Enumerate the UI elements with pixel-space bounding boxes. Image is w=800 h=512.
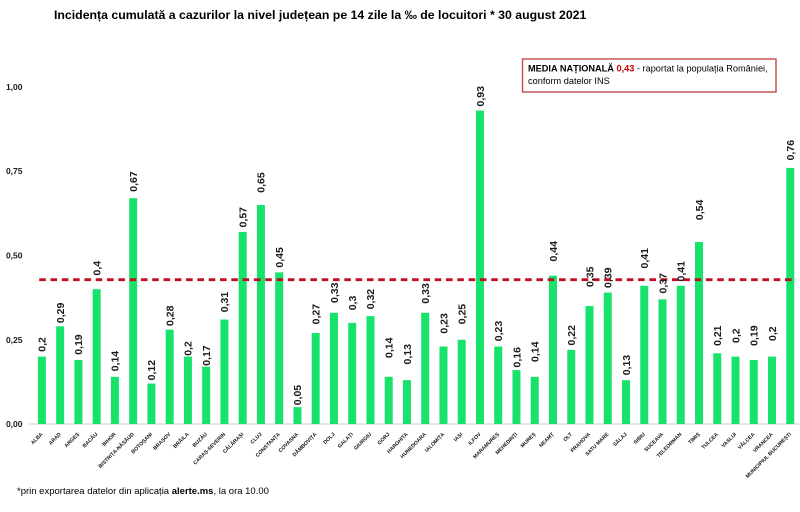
svg-text:0,13: 0,13	[402, 344, 414, 365]
svg-text:0,16: 0,16	[511, 347, 523, 368]
svg-text:0,57: 0,57	[237, 207, 249, 228]
svg-text:conform datelor INS: conform datelor INS	[528, 76, 610, 86]
svg-text:0,28: 0,28	[164, 305, 176, 326]
svg-text:0,13: 0,13	[621, 355, 633, 376]
svg-text:IAȘI: IAȘI	[453, 431, 465, 443]
svg-text:0,32: 0,32	[365, 289, 377, 310]
svg-text:0,19: 0,19	[73, 334, 85, 355]
svg-text:0,2: 0,2	[37, 337, 49, 352]
svg-text:0,27: 0,27	[311, 304, 323, 325]
svg-text:0,44: 0,44	[548, 241, 560, 262]
svg-text:0,39: 0,39	[603, 267, 615, 288]
svg-text:0,67: 0,67	[128, 171, 140, 192]
svg-text:MEDIA NAȚIONALĂ 0,43 - raporta: MEDIA NAȚIONALĂ 0,43 - raportat la popul…	[528, 64, 768, 74]
svg-text:0,25: 0,25	[6, 335, 23, 345]
svg-text:Incidența cumulată a cazurilor: Incidența cumulată a cazurilor la nivel …	[54, 8, 587, 22]
svg-text:0,23: 0,23	[438, 313, 450, 334]
svg-text:0,29: 0,29	[55, 303, 67, 324]
svg-text:0,35: 0,35	[584, 266, 596, 287]
svg-text:0,54: 0,54	[694, 200, 706, 221]
svg-text:0,37: 0,37	[657, 273, 669, 294]
svg-text:0,33: 0,33	[329, 282, 341, 303]
svg-text:*prin exportarea datelor din a: *prin exportarea datelor din aplicația a…	[17, 486, 269, 497]
svg-text:0,50: 0,50	[6, 251, 23, 261]
svg-text:0,2: 0,2	[183, 341, 195, 356]
svg-text:0,33: 0,33	[420, 283, 432, 304]
svg-text:OLT: OLT	[563, 431, 575, 443]
svg-text:0,21: 0,21	[712, 325, 724, 346]
svg-text:0,76: 0,76	[785, 140, 797, 161]
svg-text:0,31: 0,31	[219, 292, 231, 313]
svg-text:0,41: 0,41	[639, 248, 651, 269]
svg-text:0,2: 0,2	[730, 328, 742, 343]
svg-text:1,00: 1,00	[6, 82, 23, 92]
svg-text:0,17: 0,17	[201, 345, 213, 366]
svg-text:0,45: 0,45	[274, 247, 286, 268]
svg-text:0,14: 0,14	[530, 341, 542, 362]
svg-text:0,12: 0,12	[146, 360, 158, 381]
svg-text:0,00: 0,00	[6, 419, 23, 429]
svg-text:0,41: 0,41	[676, 261, 688, 282]
svg-text:0,3: 0,3	[347, 296, 359, 311]
svg-text:0,4: 0,4	[91, 261, 103, 276]
svg-text:0,2: 0,2	[767, 326, 779, 341]
svg-text:0,14: 0,14	[110, 351, 122, 372]
svg-text:0,23: 0,23	[493, 321, 505, 342]
svg-text:0,65: 0,65	[256, 172, 268, 193]
svg-text:0,22: 0,22	[566, 325, 578, 346]
svg-text:0,93: 0,93	[475, 86, 487, 107]
svg-text:0,05: 0,05	[292, 385, 304, 406]
svg-text:0,19: 0,19	[749, 325, 761, 346]
svg-text:0,75: 0,75	[6, 166, 23, 176]
svg-text:0,14: 0,14	[384, 337, 396, 358]
svg-text:0,25: 0,25	[457, 304, 469, 325]
